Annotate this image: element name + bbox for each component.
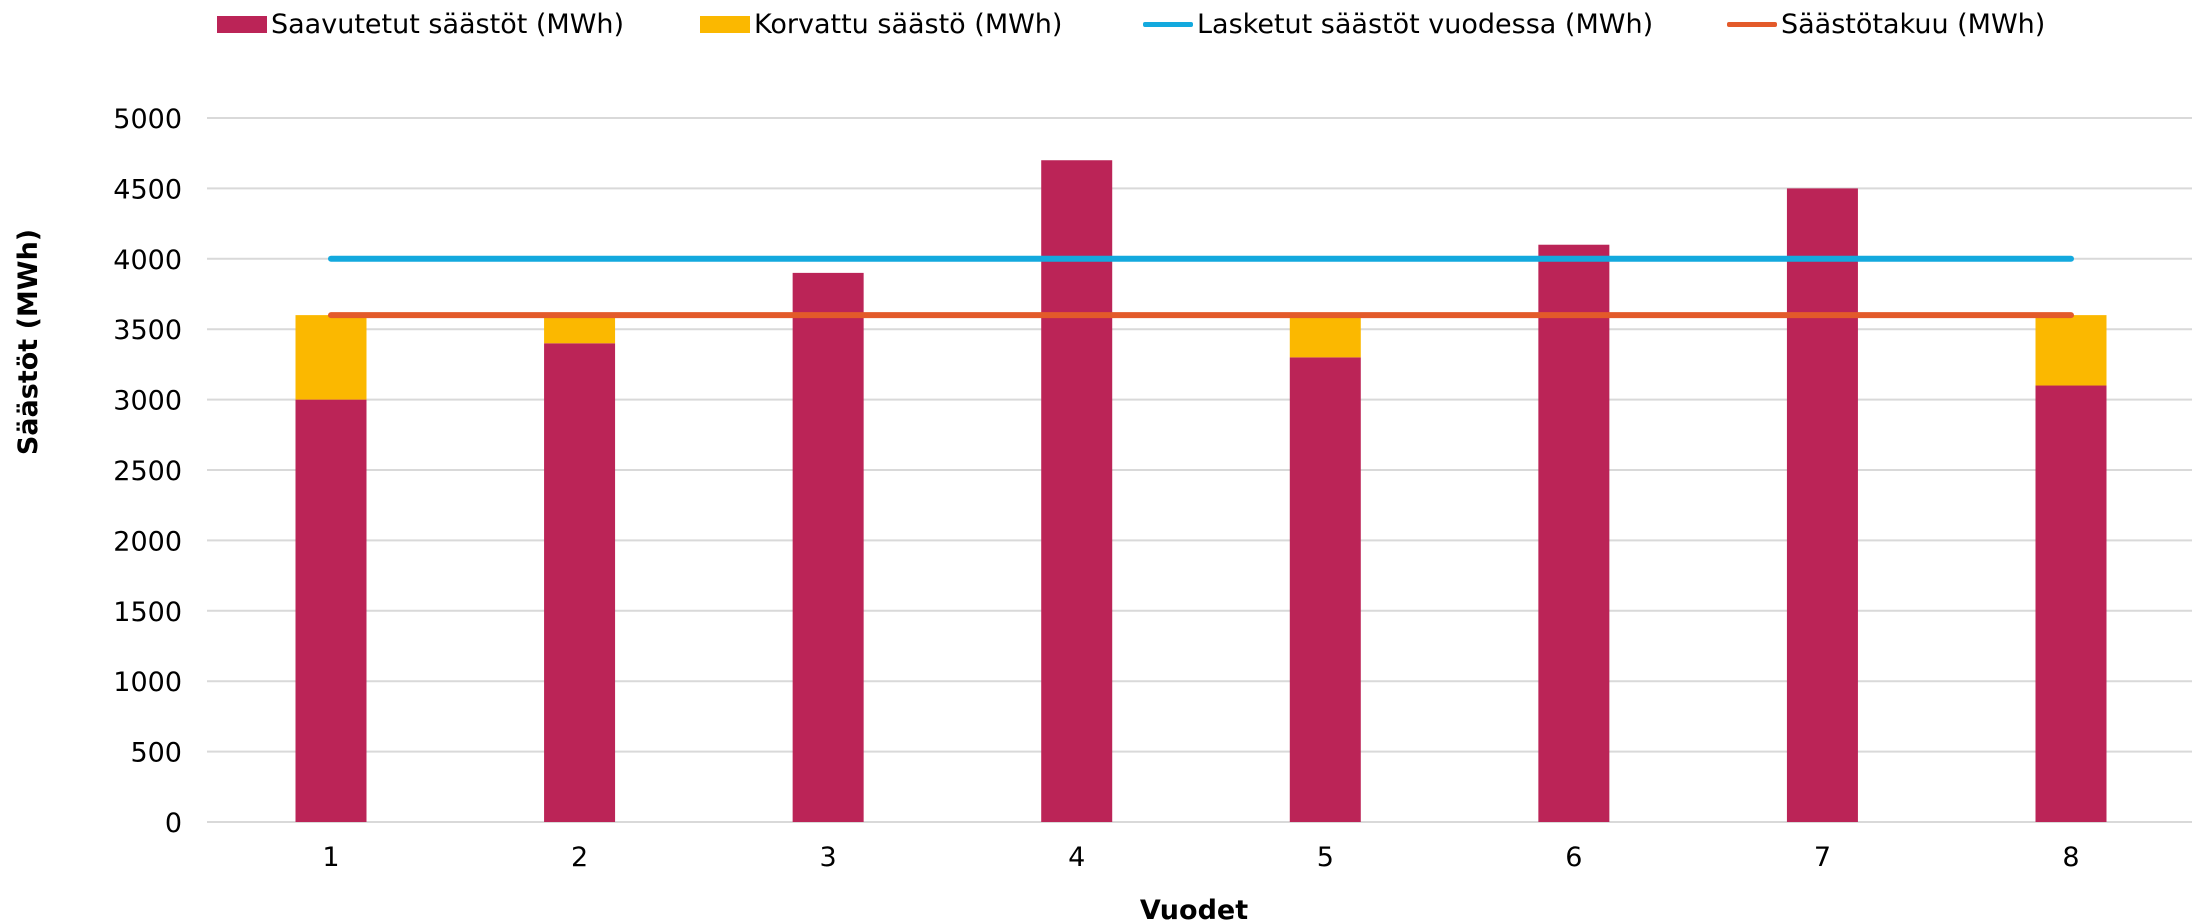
legend-label-calculated-savings: Lasketut säästöt vuodessa (MWh) bbox=[1197, 8, 1654, 40]
chart-legend: Saavutetut säästöt (MWh) Korvattu säästö… bbox=[0, 4, 2192, 44]
y-tick-label: 1000 bbox=[113, 667, 182, 698]
y-tick-label: 3000 bbox=[113, 386, 182, 417]
line-series bbox=[328, 255, 2074, 319]
legend-item-savings-guarantee: Säästötakuu (MWh) bbox=[1727, 4, 2045, 44]
bar-compensated-savings bbox=[544, 315, 616, 344]
bar-achieved-savings bbox=[792, 272, 864, 822]
bar-achieved-savings bbox=[544, 343, 616, 822]
bar-achieved-savings bbox=[295, 399, 367, 822]
x-tick-label: 4 bbox=[1068, 842, 1085, 873]
x-tick-label: 3 bbox=[820, 842, 837, 873]
legend-item-calculated-savings: Lasketut säästöt vuodessa (MWh) bbox=[1143, 4, 1653, 44]
y-tick-label: 2500 bbox=[113, 456, 182, 487]
y-axis-ticks: 0 500 1000 1500 2000 2500 3000 3500 4000 4500 5000 bbox=[113, 104, 182, 839]
x-tick-label: 2 bbox=[571, 842, 588, 873]
y-tick-label: 500 bbox=[130, 738, 182, 769]
legend-label-compensated-savings: Korvattu säästö (MWh) bbox=[754, 8, 1063, 40]
y-tick-label: 5000 bbox=[113, 104, 182, 135]
bar-achieved-savings bbox=[1041, 160, 1113, 823]
x-tick-label: 8 bbox=[2062, 842, 2079, 873]
x-tick-label: 6 bbox=[1565, 842, 1582, 873]
bar-compensated-savings bbox=[295, 315, 367, 400]
bar-achieved-savings bbox=[1538, 244, 1610, 823]
legend-item-compensated-savings: Korvattu säästö (MWh) bbox=[700, 4, 1062, 44]
legend-swatch-calculated-savings bbox=[1143, 21, 1193, 27]
y-tick-label: 4000 bbox=[113, 245, 182, 276]
legend-label-achieved-savings: Saavutetut säästöt (MWh) bbox=[271, 8, 625, 40]
legend-item-achieved-savings: Saavutetut säästöt (MWh) bbox=[217, 4, 624, 44]
y-tick-label: 3500 bbox=[113, 315, 182, 346]
y-tick-label: 4500 bbox=[113, 174, 182, 205]
legend-swatch-compensated-savings bbox=[700, 15, 750, 33]
legend-swatch-achieved-savings bbox=[217, 15, 267, 33]
bar-compensated-savings bbox=[2035, 315, 2107, 386]
gridlines bbox=[207, 117, 2192, 823]
y-tick-label: 1500 bbox=[113, 597, 182, 628]
y-tick-label: 2000 bbox=[113, 526, 182, 557]
bar-achieved-savings bbox=[1289, 357, 1361, 822]
bar-compensated-savings bbox=[1289, 315, 1361, 358]
x-axis-title: Vuodet bbox=[1140, 895, 1248, 924]
bar-achieved-savings bbox=[2035, 385, 2107, 822]
x-axis-ticks: 1 2 3 4 5 6 7 8 bbox=[322, 842, 2079, 873]
legend-label-savings-guarantee: Säästötakuu (MWh) bbox=[1781, 8, 2046, 40]
x-tick-label: 5 bbox=[1317, 842, 1334, 873]
y-tick-label: 0 bbox=[165, 808, 182, 839]
bar-achieved-savings bbox=[1786, 188, 1858, 822]
bar-series bbox=[295, 160, 2107, 823]
legend-swatch-savings-guarantee bbox=[1727, 21, 1777, 27]
y-axis-title: Säästöt (MWh) bbox=[13, 229, 44, 455]
x-tick-label: 7 bbox=[1814, 842, 1831, 873]
x-tick-label: 1 bbox=[322, 842, 339, 873]
